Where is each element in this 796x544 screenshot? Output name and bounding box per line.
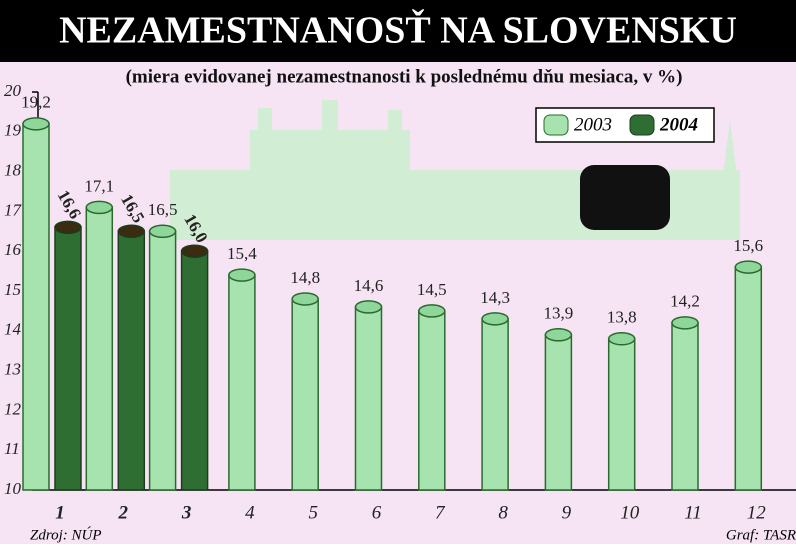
x-tick-label: 7	[435, 502, 446, 523]
bar-body	[23, 124, 49, 490]
bar	[292, 293, 318, 490]
value-label: 17,1	[84, 176, 114, 195]
legend: 2003 2004	[536, 108, 714, 142]
bar-body	[482, 319, 508, 490]
bar-body	[356, 307, 382, 490]
bar-top	[672, 317, 698, 329]
y-tick-label: 17	[4, 200, 23, 219]
bar-top	[356, 301, 382, 313]
value-label: 13,8	[607, 308, 637, 327]
credit: Graf: TASR	[726, 527, 796, 543]
y-tick-label: 14	[4, 320, 22, 339]
chart-subtitle: (miera evidovanej nezamestnanosti k posl…	[126, 66, 683, 87]
value-label: 14,3	[480, 288, 510, 307]
x-tick-label: 11	[684, 502, 702, 523]
legend-label: 2003	[574, 114, 612, 135]
bar-body	[545, 335, 571, 490]
value-label: 14,8	[290, 268, 320, 287]
source: Zdroj: NÚP	[30, 526, 102, 543]
x-tick-label: 12	[747, 502, 767, 523]
bar-body	[735, 267, 761, 490]
bar-body	[292, 299, 318, 490]
value-label: 13,9	[544, 304, 574, 323]
bar-top	[545, 329, 571, 341]
x-tick-label: 9	[562, 502, 572, 523]
bar-top	[419, 305, 445, 317]
people-silhouette	[580, 165, 670, 230]
x-tick-label: 10	[620, 502, 640, 523]
bar	[735, 261, 761, 490]
y-tick-label: 20	[4, 81, 22, 100]
value-label: 16,5	[148, 200, 178, 219]
bar-top	[23, 118, 49, 130]
bar-top	[86, 201, 112, 213]
bar-body	[229, 275, 255, 490]
bar-top	[735, 261, 761, 273]
x-tick-label: 8	[498, 502, 508, 523]
bar-top	[150, 225, 176, 237]
chart-title: NEZAMESTNANOSŤ NA SLOVENSKU	[59, 10, 737, 52]
bar-top	[292, 293, 318, 305]
bar-body	[419, 311, 445, 490]
y-tick-label: 13	[4, 360, 21, 379]
legend-swatch	[544, 115, 568, 135]
bar	[482, 313, 508, 490]
bar	[23, 118, 49, 490]
x-tick-label: 2	[118, 502, 129, 523]
value-label: 14,5	[417, 280, 447, 299]
y-tick-label: 16	[4, 240, 22, 259]
x-tick-label: 5	[308, 502, 318, 523]
value-label: 19,2	[21, 93, 51, 112]
bar	[182, 245, 208, 490]
bar-top	[609, 333, 635, 345]
bar-top	[482, 313, 508, 325]
y-tick-label: 15	[4, 280, 21, 299]
x-tick-label: 3	[181, 502, 192, 523]
y-tick-label: 12	[4, 399, 22, 418]
bar-top	[118, 225, 144, 237]
value-label: 14,6	[354, 276, 384, 295]
bar-body	[118, 231, 144, 490]
bar-body	[672, 323, 698, 490]
bar-top	[229, 269, 255, 281]
bar-body	[150, 231, 176, 490]
bar-body	[609, 339, 635, 490]
x-tick-label: 1	[55, 502, 65, 523]
x-tick-label: 6	[372, 502, 382, 523]
bar-body	[86, 207, 112, 490]
value-label: 15,6	[733, 236, 763, 255]
bar	[118, 225, 144, 490]
value-label: 15,4	[227, 244, 257, 263]
bar	[672, 317, 698, 490]
y-tick-label: 18	[4, 161, 22, 180]
legend-swatch	[630, 115, 654, 135]
x-tick-label: 4	[245, 502, 255, 523]
bar-top	[55, 221, 81, 233]
bar	[356, 301, 382, 490]
bar	[419, 305, 445, 490]
bar	[229, 269, 255, 490]
bar	[86, 201, 112, 490]
y-tick-label: 19	[4, 121, 22, 140]
y-tick-label: 11	[4, 439, 20, 458]
value-label: 14,2	[670, 292, 700, 311]
chart: NEZAMESTNANOSŤ NA SLOVENSKU (miera evido…	[0, 0, 796, 544]
bar-body	[182, 251, 208, 490]
y-tick-label: 10	[4, 479, 22, 498]
bar	[609, 333, 635, 490]
bar	[55, 221, 81, 490]
bar-top	[182, 245, 208, 257]
bar	[545, 329, 571, 490]
legend-label: 2004	[659, 114, 698, 135]
bar-body	[55, 227, 81, 490]
bar	[150, 225, 176, 490]
